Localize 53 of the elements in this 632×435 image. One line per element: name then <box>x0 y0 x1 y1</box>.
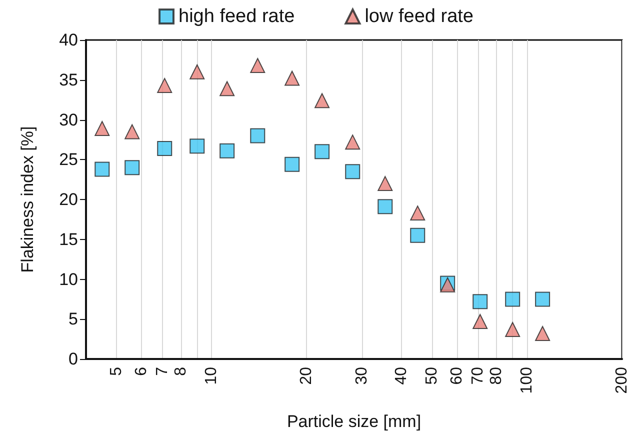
x-tick-label: 80 <box>488 366 505 385</box>
point <box>345 164 360 180</box>
point <box>220 81 235 96</box>
x-tick-label: 10 <box>203 366 220 385</box>
y-tick-label: 25 <box>59 150 78 170</box>
x-tick-label: 40 <box>392 366 410 385</box>
point <box>190 138 205 154</box>
point <box>472 314 488 330</box>
y-tick-label: 0 <box>68 350 78 368</box>
y-tick-label: 20 <box>59 190 78 209</box>
x-tick-label: 30 <box>354 366 371 385</box>
point <box>124 124 140 140</box>
point <box>220 143 235 158</box>
point <box>284 70 300 86</box>
point <box>157 140 172 156</box>
x-tick-label: 8 <box>172 366 190 376</box>
point <box>378 176 393 192</box>
legend-label: high feed rate <box>178 6 295 27</box>
y-tick-label: 15 <box>59 230 78 249</box>
y-tick-label: 5 <box>68 310 78 329</box>
x-tick-label: 7 <box>154 366 172 376</box>
point <box>535 292 550 307</box>
point <box>157 78 172 93</box>
y-tick-label: 40 <box>59 30 78 50</box>
point <box>410 228 426 243</box>
point <box>314 93 330 108</box>
x-tick-label: 200 <box>614 366 630 394</box>
x-tick-label: 60 <box>448 366 466 385</box>
y-tick-label: 10 <box>59 270 78 289</box>
point <box>94 121 110 136</box>
x-tick-label: 100 <box>518 366 536 394</box>
y-tick-label: 35 <box>59 70 78 90</box>
x-tick-label: 70 <box>470 366 487 385</box>
x-tick-label: 20 <box>298 366 316 385</box>
legend-label: low feed rate <box>364 6 474 27</box>
point <box>535 326 550 341</box>
x-tick-label: 5 <box>108 366 126 376</box>
point <box>284 156 300 172</box>
point <box>378 199 393 214</box>
point <box>314 144 330 160</box>
y-axis-title: Flakiness index [%] <box>18 126 37 273</box>
x-tick-label: 50 <box>424 366 441 385</box>
y-tick-label: 30 <box>59 110 78 130</box>
point <box>472 294 488 310</box>
point <box>190 64 205 80</box>
point <box>505 292 520 307</box>
point <box>505 322 520 337</box>
point <box>124 160 140 176</box>
x-axis-title: Particle size [mm] <box>286 412 422 431</box>
point <box>410 206 426 221</box>
point <box>345 134 360 150</box>
point <box>94 162 110 177</box>
x-tick-label: 6 <box>133 366 150 376</box>
